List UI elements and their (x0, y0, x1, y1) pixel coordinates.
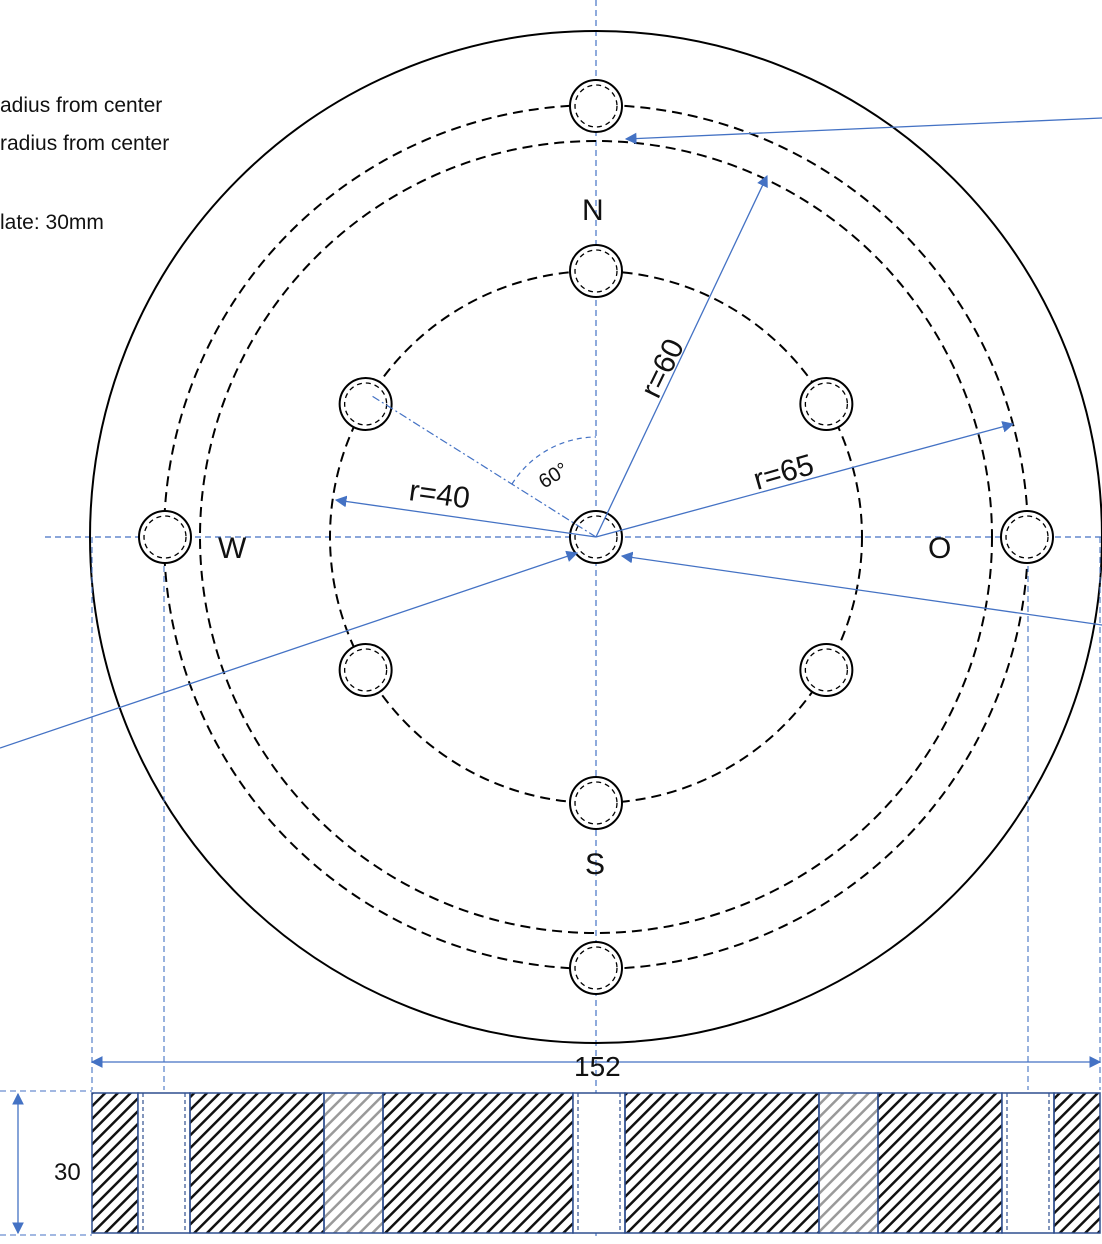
label-width-152: 152 (574, 1051, 621, 1082)
leader-to-center-left (0, 553, 577, 748)
bolt-hole-10 (800, 644, 852, 696)
section-hatch-4 (625, 1093, 819, 1233)
bolt-hole-4 (1001, 511, 1053, 563)
bolt-hole-6 (570, 777, 622, 829)
section-hole-west (138, 1093, 190, 1233)
label-angle: 60° (535, 459, 572, 494)
leader-to-top-hole (626, 118, 1102, 139)
label-south: S (585, 848, 605, 881)
bolt-hole-8 (800, 378, 852, 430)
label-west: W (218, 532, 247, 565)
section-hatch-1 (92, 1093, 138, 1233)
label-north: N (582, 194, 604, 227)
section-hole-east (1002, 1093, 1054, 1233)
label-r60: r=60 (635, 334, 691, 403)
section-hatch-light-1 (324, 1093, 383, 1233)
section-hatch-6 (1054, 1093, 1100, 1233)
dimension-arrows (0, 118, 1102, 1233)
note-line-1: adius from center (0, 94, 162, 118)
bolt-hole-5 (570, 245, 622, 297)
section-hatch-5 (878, 1093, 1002, 1233)
note-line-3: late: 30mm (0, 211, 104, 235)
label-r65: r=65 (750, 448, 818, 497)
label-east: O (928, 532, 951, 565)
leader-to-center-right (622, 556, 1102, 625)
plate-section-view (92, 1093, 1100, 1233)
note-line-2: radius from center (0, 132, 169, 156)
label-r40: r=40 (407, 474, 472, 515)
bolt-hole-3 (570, 942, 622, 994)
section-hole-center (573, 1093, 625, 1233)
bolt-hole-7 (340, 378, 392, 430)
section-hatch-3 (383, 1093, 573, 1233)
section-hatch-light-2 (819, 1093, 878, 1233)
bolt-hole-2 (139, 511, 191, 563)
label-thickness-30: 30 (54, 1159, 81, 1186)
section-hatch-2 (190, 1093, 324, 1233)
bolt-hole-1 (570, 80, 622, 132)
bolt-hole-9 (340, 644, 392, 696)
